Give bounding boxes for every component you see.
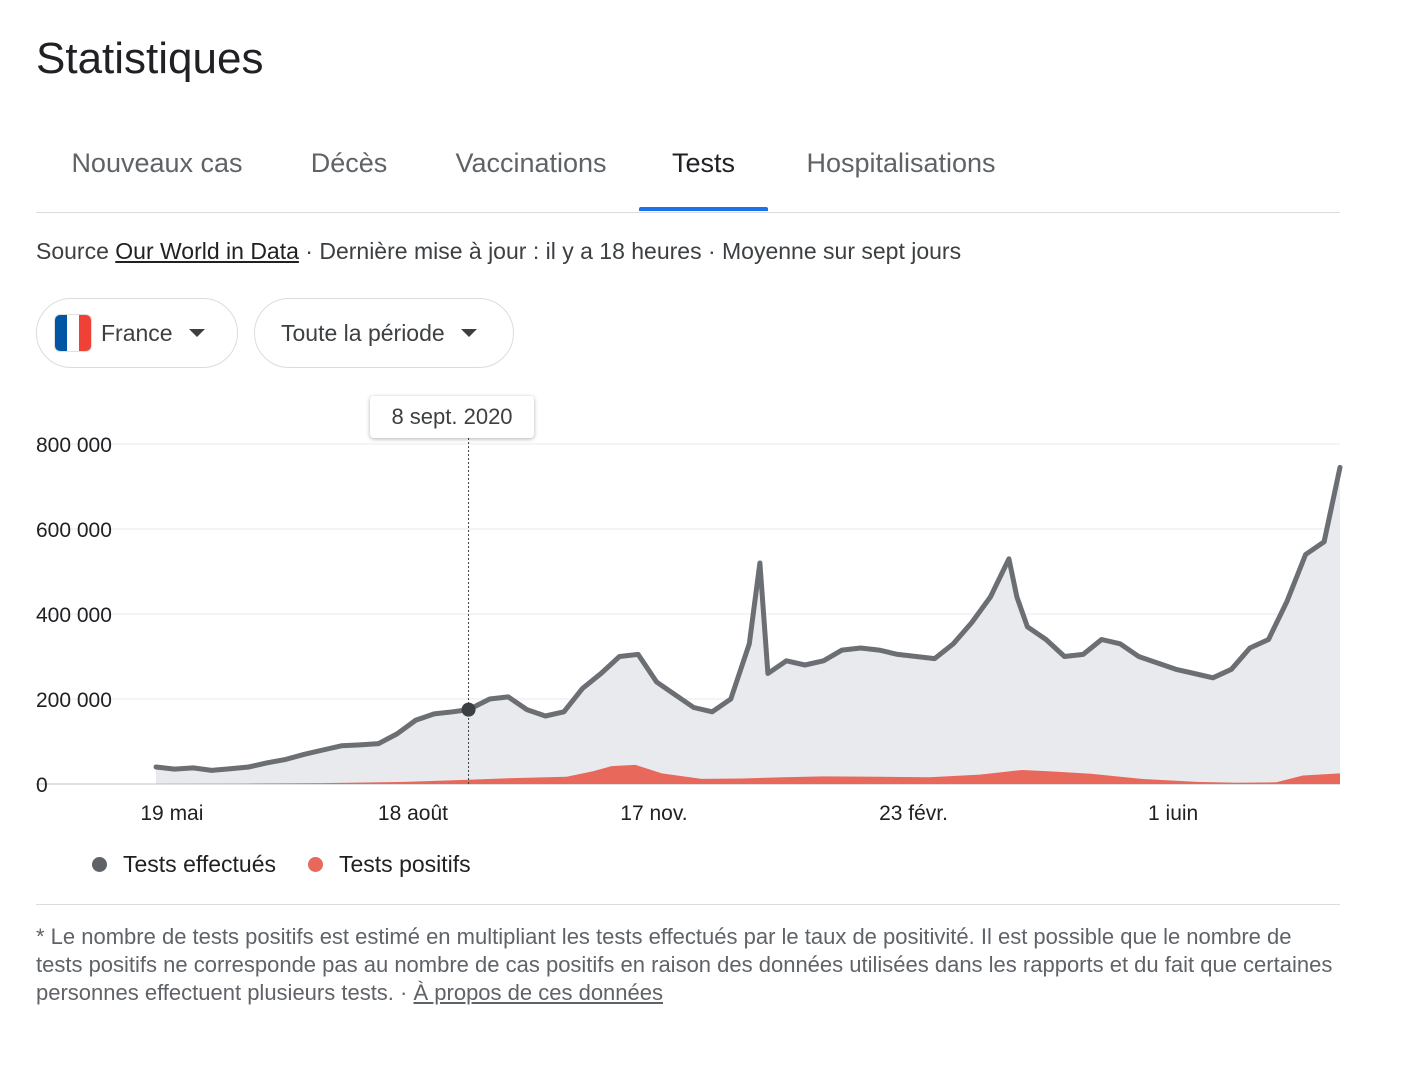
date-tooltip: 8 sept. 2020 [370, 396, 534, 438]
tab-nouveaux-cas[interactable]: Nouveaux cas [36, 120, 278, 210]
period-dropdown[interactable]: Toute la période [254, 298, 514, 368]
x-axis-ticks: 19 mai 18 août 17 nov. 23 févr. 1 juin [140, 802, 1198, 820]
source-link[interactable]: Our World in Data [115, 238, 299, 264]
tests-effectues-area [156, 467, 1340, 784]
footnote-separator: · [393, 980, 414, 1005]
tab-label: Hospitalisations [806, 148, 996, 178]
tab-vaccinations[interactable]: Vaccinations [448, 120, 614, 210]
about-data-link[interactable]: À propos de ces données [413, 980, 663, 1005]
x-tick-label: 1 juin [1148, 802, 1198, 820]
update-info: · Dernière mise à jour : il y a 18 heure… [298, 238, 962, 264]
x-tick-label: 17 nov. [620, 802, 687, 820]
x-tick-label: 19 mai [140, 802, 203, 820]
y-axis-ticks: 0 200 000 400 000 600 000 800 000 [36, 434, 112, 797]
tests-positifs-area [156, 764, 1340, 784]
tests-chart[interactable]: 0 200 000 400 000 600 000 800 000 19 mai 18 a… [0, 380, 1426, 820]
y-tick-label: 600 000 [36, 519, 112, 542]
legend-dot [308, 857, 323, 872]
divider [36, 904, 1340, 905]
page-title: Statistiques [36, 34, 264, 83]
country-label: France [101, 319, 173, 346]
chevron-down-icon [460, 329, 477, 337]
flag-stripe-blue [55, 315, 67, 351]
tab-hospitalisations[interactable]: Hospitalisations [802, 120, 1000, 210]
tab-label: Tests [671, 148, 736, 178]
tab-tests[interactable]: Tests [639, 120, 768, 211]
tab-label: Nouveaux cas [71, 148, 243, 178]
y-tick-label: 200 000 [36, 689, 112, 712]
legend-label: Tests positifs [339, 851, 471, 877]
x-tick-label: 18 août [378, 802, 448, 820]
footnote: * Le nombre de tests positifs est estimé… [36, 923, 1340, 1007]
tab-deces[interactable]: Décès [304, 120, 394, 210]
chart-legend: Tests effectués Tests positifs [92, 851, 503, 878]
flag-stripe-white [67, 315, 79, 351]
hover-point [461, 702, 476, 717]
france-flag-icon [55, 315, 91, 351]
chevron-down-icon [188, 329, 205, 337]
period-label: Toute la période [281, 319, 445, 346]
tests-effectues-line [153, 464, 1343, 773]
legend-item-tests-positifs[interactable]: Tests positifs [308, 851, 471, 878]
y-tick-label: 0 [36, 774, 48, 797]
footnote-text: * Le nombre de tests positifs est estimé… [36, 924, 1333, 1005]
tab-bar: Nouveaux cas Décès Vaccinations Tests Ho… [36, 120, 1340, 213]
tab-label: Vaccinations [455, 148, 607, 178]
legend-dot [92, 857, 107, 872]
y-tick-label: 400 000 [36, 604, 112, 627]
legend-item-tests-effectues[interactable]: Tests effectués [92, 851, 276, 878]
x-tick-label: 23 févr. [879, 802, 948, 820]
source-line: Source Our World in Data · Dernière mise… [36, 238, 961, 265]
tab-label: Décès [310, 148, 388, 178]
source-prefix: Source [36, 238, 116, 264]
y-tick-label: 800 000 [36, 434, 112, 457]
flag-stripe-red [79, 315, 91, 351]
country-dropdown[interactable]: France [36, 298, 238, 368]
legend-label: Tests effectués [123, 851, 276, 877]
